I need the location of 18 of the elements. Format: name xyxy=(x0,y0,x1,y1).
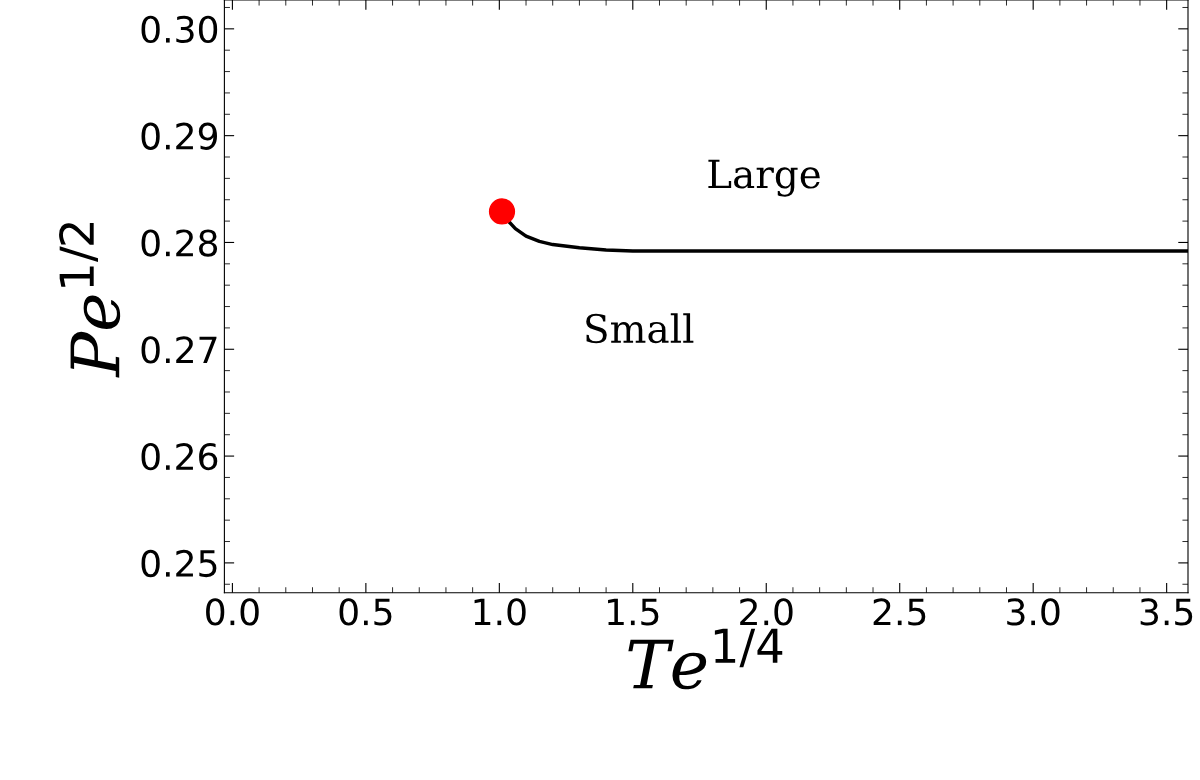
x-tick-label: 2.0 xyxy=(740,598,793,626)
x-tick-label: 1.5 xyxy=(608,598,659,626)
x-tick-label: 3.0 xyxy=(1007,598,1060,626)
y-tick-label: 0.28 xyxy=(141,229,218,257)
y-tick-label: 0.27 xyxy=(141,336,217,364)
y-tick-label: 0.26 xyxy=(141,443,218,471)
x-tick-label: 1.0 xyxy=(474,598,526,626)
x-tick-label: 2.5 xyxy=(873,598,926,626)
annotation: Large xyxy=(708,159,820,197)
x-tick-label: 3.5 xyxy=(1140,598,1193,626)
y-tick-label: 0.30 xyxy=(141,15,218,44)
annotation: Small xyxy=(586,313,694,344)
y-axis-title: Pe$^{1/2}$ xyxy=(59,223,121,378)
y-tick-label: 0.29 xyxy=(141,122,217,150)
x-axis-title: Te$^{1/4}$ xyxy=(628,628,783,690)
x-tick-label: 0.5 xyxy=(339,598,392,626)
x-tick-label: 0.0 xyxy=(206,598,259,626)
y-tick-label: 0.25 xyxy=(141,549,217,578)
